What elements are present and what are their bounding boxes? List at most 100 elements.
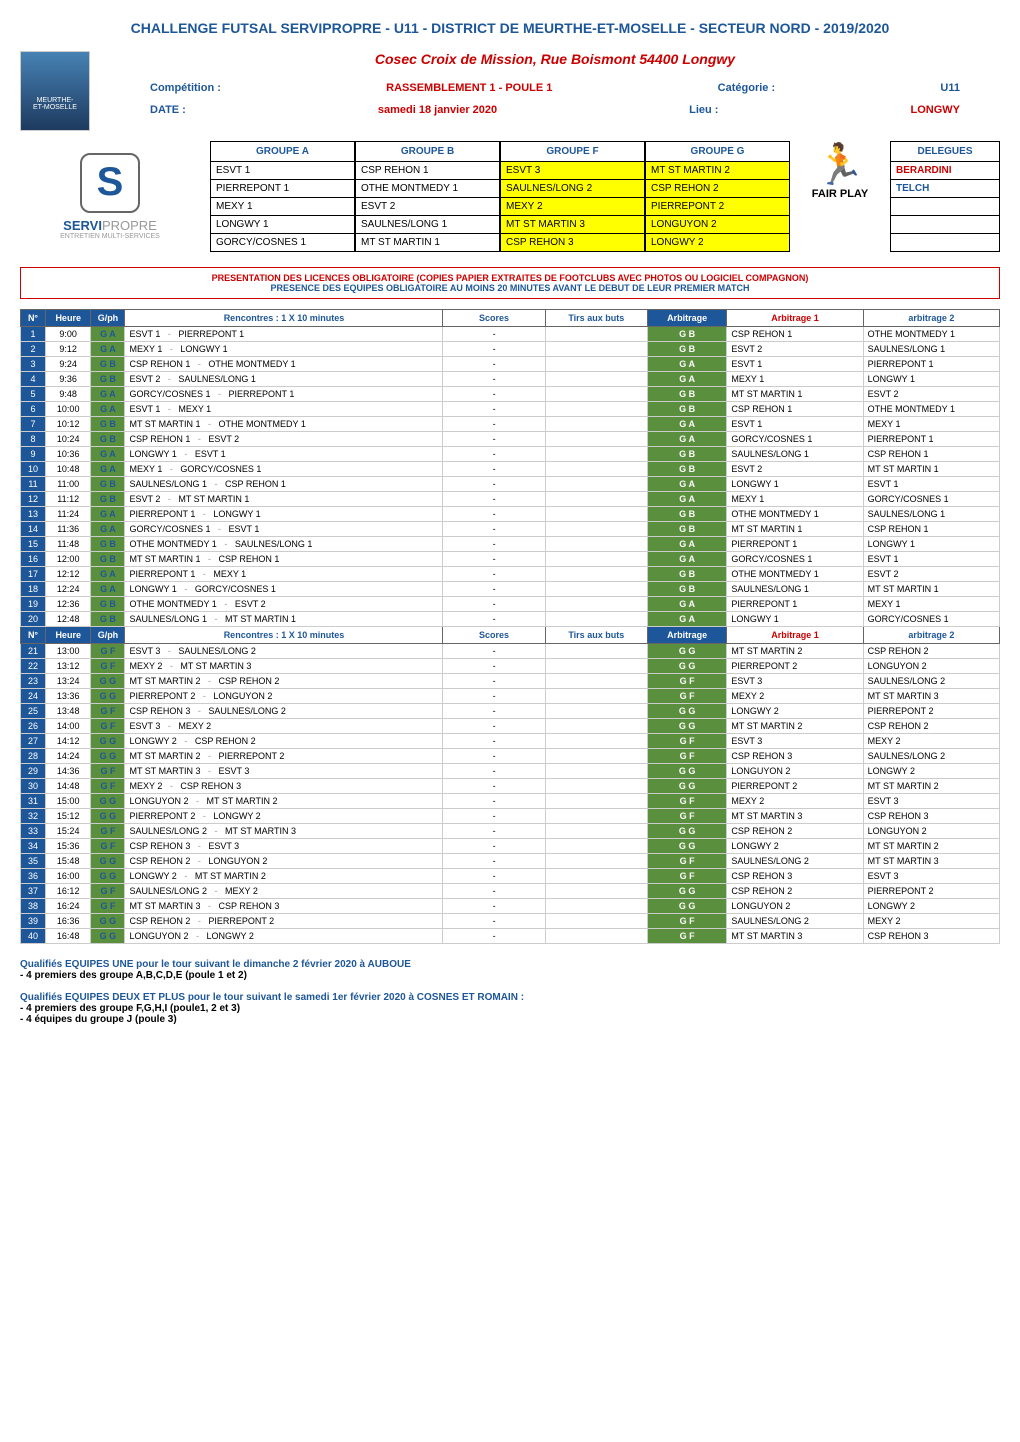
table-header-cell: Scores (443, 310, 545, 327)
cell-heure: 10:36 (45, 447, 90, 462)
cell-gph: G B (91, 552, 125, 567)
group-col-a: GROUPE AESVT 1PIERREPONT 1MEXY 1LONGWY 1… (210, 141, 355, 252)
table-row: 1912:36G BOTHE MONTMEDY 1 - ESVT 2-G API… (21, 597, 1000, 612)
group-cell: MT ST MARTIN 2 (645, 162, 790, 180)
cell-n: 39 (21, 914, 46, 929)
delegues-cell (890, 234, 1000, 252)
cell-scores: - (443, 734, 545, 749)
cell-tirs (545, 462, 647, 477)
cell-n: 10 (21, 462, 46, 477)
cell-gph: G B (91, 537, 125, 552)
cell-arbitrage: G B (647, 447, 727, 462)
cell-tirs (545, 477, 647, 492)
cell-gph: G F (91, 779, 125, 794)
cell-match: PIERREPONT 1 - LONGWY 1 (125, 507, 443, 522)
cell-arbitrage: G A (647, 372, 727, 387)
cell-arbitrage2: ESVT 3 (863, 794, 999, 809)
cell-arbitrage2: CSP REHON 1 (863, 447, 999, 462)
cell-n: 6 (21, 402, 46, 417)
table-header-cell: Heure (45, 310, 90, 327)
cell-scores: - (443, 779, 545, 794)
cell-match: MT ST MARTIN 1 - CSP REHON 1 (125, 552, 443, 567)
cell-arbitrage: G A (647, 417, 727, 432)
cell-n: 25 (21, 704, 46, 719)
cell-arbitrage: G G (647, 899, 727, 914)
cell-match: MEXY 2 - CSP REHON 3 (125, 779, 443, 794)
group-cell: ESVT 1 (210, 162, 355, 180)
cell-n: 14 (21, 522, 46, 537)
group-cell: CSP REHON 3 (500, 234, 645, 252)
cell-arbitrage: G A (647, 597, 727, 612)
cell-heure: 15:12 (45, 809, 90, 824)
cell-arbitrage1: MT ST MARTIN 3 (727, 929, 863, 944)
table-header-cell: arbitrage 2 (863, 627, 999, 644)
table-row: 59:48G AGORCY/COSNES 1 - PIERREPONT 1-G … (21, 387, 1000, 402)
cell-match: ESVT 1 - PIERREPONT 1 (125, 327, 443, 342)
group-cell: PIERREPONT 1 (210, 180, 355, 198)
cell-scores: - (443, 597, 545, 612)
cell-arbitrage2: OTHE MONTMEDY 1 (863, 327, 999, 342)
cell-tirs (545, 552, 647, 567)
table-row: 2012:48G BSAULNES/LONG 1 - MT ST MARTIN … (21, 612, 1000, 627)
cell-arbitrage2: LONGUYON 2 (863, 824, 999, 839)
cell-tirs (545, 612, 647, 627)
cell-n: 23 (21, 674, 46, 689)
cell-gph: G B (91, 597, 125, 612)
table-header-cell: Rencontres : 1 X 10 minutes (125, 627, 443, 644)
table-header-cell: Arbitrage 1 (727, 310, 863, 327)
cell-n: 3 (21, 357, 46, 372)
cell-arbitrage1: ESVT 2 (727, 462, 863, 477)
cell-arbitrage: G B (647, 402, 727, 417)
cell-scores: - (443, 462, 545, 477)
cell-n: 24 (21, 689, 46, 704)
cell-gph: G G (91, 794, 125, 809)
cell-n: 27 (21, 734, 46, 749)
cell-gph: G F (91, 704, 125, 719)
cell-scores: - (443, 492, 545, 507)
cell-n: 21 (21, 644, 46, 659)
group-cell: PIERREPONT 2 (645, 198, 790, 216)
cell-tirs (545, 659, 647, 674)
cell-scores: - (443, 704, 545, 719)
cell-match: PIERREPONT 2 - LONGUYON 2 (125, 689, 443, 704)
group-cell: ESVT 3 (500, 162, 645, 180)
cell-scores: - (443, 477, 545, 492)
cell-arbitrage: G F (647, 749, 727, 764)
table-row: 3415:36G FCSP REHON 3 - ESVT 3-G GLONGWY… (21, 839, 1000, 854)
cell-arbitrage: G B (647, 582, 727, 597)
cell-scores: - (443, 644, 545, 659)
table-header-cell: N° (21, 310, 46, 327)
cell-arbitrage: G B (647, 567, 727, 582)
cell-arbitrage1: ESVT 3 (727, 734, 863, 749)
cell-match: OTHE MONTMEDY 1 - SAULNES/LONG 1 (125, 537, 443, 552)
cell-gph: G A (91, 447, 125, 462)
cell-scores: - (443, 552, 545, 567)
cell-scores: - (443, 854, 545, 869)
cell-arbitrage2: PIERREPONT 2 (863, 704, 999, 719)
cell-tirs (545, 794, 647, 809)
cell-heure: 10:12 (45, 417, 90, 432)
cell-arbitrage2: MEXY 2 (863, 914, 999, 929)
cell-tirs (545, 719, 647, 734)
group-header-g: GROUPE G (645, 141, 790, 162)
cell-scores: - (443, 387, 545, 402)
delegues-header: DELEGUES (890, 141, 1000, 162)
cell-scores: - (443, 417, 545, 432)
cell-gph: G G (91, 749, 125, 764)
cell-arbitrage2: SAULNES/LONG 1 (863, 507, 999, 522)
cell-arbitrage1: CSP REHON 2 (727, 824, 863, 839)
sponsor-icon: S (80, 153, 140, 213)
cell-tirs (545, 372, 647, 387)
cell-tirs (545, 327, 647, 342)
cell-gph: G G (91, 674, 125, 689)
cell-tirs (545, 824, 647, 839)
cell-match: PIERREPONT 1 - MEXY 1 (125, 567, 443, 582)
date-value: samedi 18 janvier 2020 (378, 104, 497, 116)
delegues-cell (890, 216, 1000, 234)
cell-n: 8 (21, 432, 46, 447)
cell-heure: 16:48 (45, 929, 90, 944)
cell-tirs (545, 447, 647, 462)
cell-arbitrage2: ESVT 1 (863, 477, 999, 492)
cell-arbitrage1: ESVT 2 (727, 342, 863, 357)
categorie-label: Catégorie : (718, 82, 775, 94)
